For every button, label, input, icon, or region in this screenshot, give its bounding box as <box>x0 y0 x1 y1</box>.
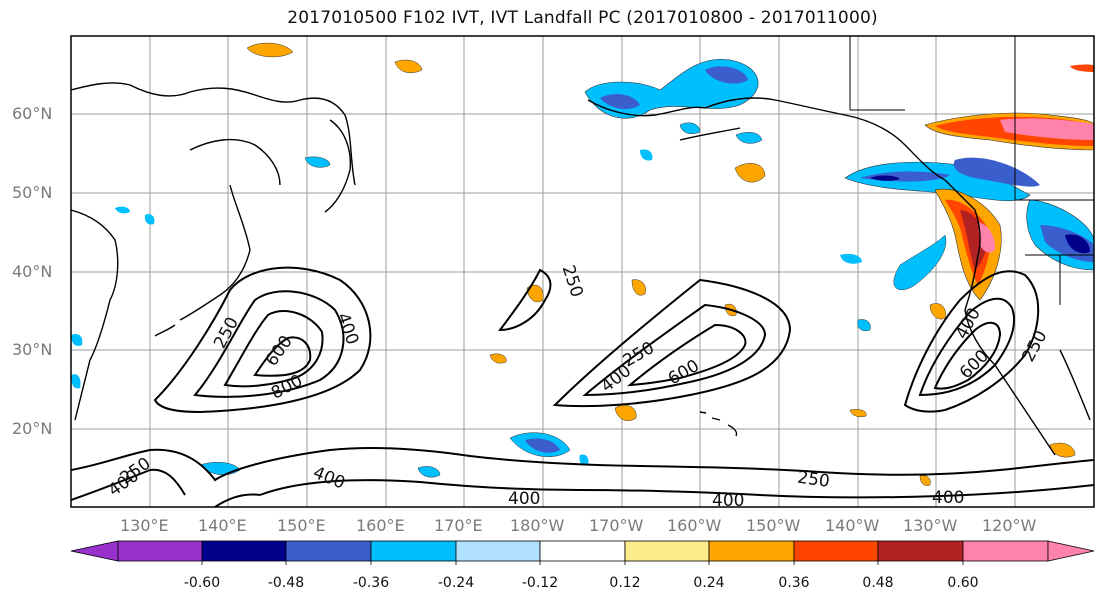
contour-c-400 <box>582 303 767 397</box>
colorbar-tick-label: 0.48 <box>862 575 894 591</box>
contour-w-400 <box>193 290 345 398</box>
contour-s-400c <box>214 493 261 507</box>
contour-s-400 <box>71 468 186 501</box>
lon-label: 140°E <box>198 516 247 535</box>
contour-w-800 <box>253 336 312 377</box>
lon-label: 130°E <box>120 516 169 535</box>
lon-label: 170°W <box>589 516 644 535</box>
contour-s-250 <box>71 446 1094 482</box>
contour-c-250 <box>497 268 552 332</box>
contour-label: 400 <box>712 491 744 511</box>
lat-label: 30°N <box>12 340 53 359</box>
colorbar-segment <box>201 540 287 562</box>
lon-label: 150°E <box>277 516 326 535</box>
colorbar-segment <box>708 540 795 562</box>
colorbar-tick-label: 0.24 <box>693 575 725 591</box>
borders <box>849 36 1094 305</box>
map-title: 2017010500 F102 IVT, IVT Landfall PC (20… <box>287 8 878 28</box>
colorbar-tick-label: -0.36 <box>352 575 390 591</box>
lon-label: 140°W <box>825 516 880 535</box>
contour-e-600 <box>933 321 1002 390</box>
colorbar-tick-label: -0.24 <box>437 575 475 591</box>
colorbar-tick-label: -0.48 <box>267 575 305 591</box>
contour-label: 250 <box>796 468 831 492</box>
contour-c-600 <box>626 323 747 387</box>
lon-label: 160°W <box>667 516 722 535</box>
colorbar-segment <box>624 540 710 562</box>
contour-w-250 <box>153 266 372 414</box>
colorbar-tick-label: 0.12 <box>609 575 641 591</box>
plot-frame <box>70 35 1095 508</box>
contour-label: 400 <box>508 489 540 509</box>
colorbar-tick-label: -0.60 <box>183 575 221 591</box>
colorbar <box>70 540 1095 565</box>
contour-e-400 <box>918 297 1016 397</box>
contour-w-600 <box>223 310 324 388</box>
lon-label: 120°W <box>982 516 1037 535</box>
lat-label: 20°N <box>12 419 53 438</box>
lat-label: 50°N <box>12 183 53 202</box>
coastlines <box>71 82 1091 456</box>
colorbar-extend-min <box>70 540 119 562</box>
contour-c-250b <box>552 278 792 408</box>
lon-label: 130°W <box>903 516 958 535</box>
colorbar-tick-label: 0.60 <box>947 575 979 591</box>
colorbar-segment <box>539 540 626 562</box>
lon-label: 180°W <box>510 516 565 535</box>
colorbar-segment <box>877 540 964 562</box>
lon-label: 160°E <box>356 516 405 535</box>
ivt-contours <box>71 266 1094 507</box>
colorbar-segment <box>117 540 203 562</box>
lat-label: 40°N <box>12 262 53 281</box>
colorbar-segment <box>962 540 1049 562</box>
colorbar-extend-max <box>1047 540 1095 562</box>
colorbar-segment <box>370 540 457 562</box>
gridlines <box>71 36 1094 507</box>
lat-label: 60°N <box>12 104 53 123</box>
contour-e-250 <box>903 270 1040 413</box>
contour-s-400b <box>259 479 1094 499</box>
colorbar-segment <box>455 540 541 562</box>
contour-label: 400 <box>932 488 964 508</box>
colorbar-tick-label: 0.36 <box>778 575 810 591</box>
colorbar-tick-label: -0.12 <box>521 575 559 591</box>
lon-label: 170°E <box>434 516 483 535</box>
pc-shading <box>71 42 1094 486</box>
lon-label: 150°W <box>746 516 801 535</box>
colorbar-segment <box>793 540 879 562</box>
colorbar-segment <box>285 540 372 562</box>
